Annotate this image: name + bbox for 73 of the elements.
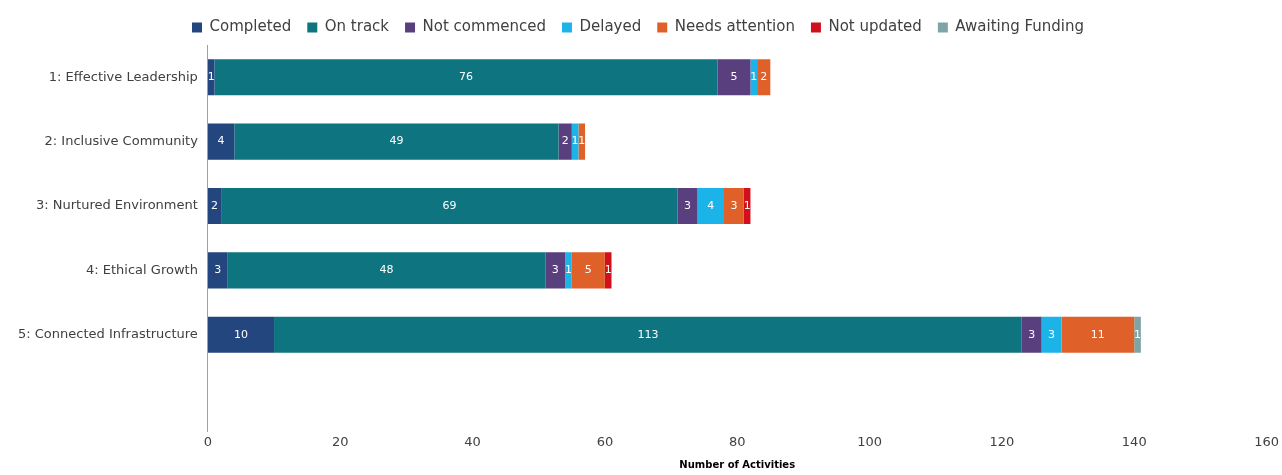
bar xyxy=(724,187,744,225)
bar xyxy=(207,252,228,289)
bar xyxy=(571,252,605,289)
data-label: 1 xyxy=(207,70,215,84)
bar xyxy=(234,123,559,160)
legend-label: Delayed xyxy=(579,17,642,36)
bar xyxy=(757,59,771,96)
legend-label: Awaiting Funding xyxy=(955,17,1085,36)
bar xyxy=(1134,316,1141,353)
bar xyxy=(545,252,566,289)
data-label: 69 xyxy=(442,198,457,212)
data-label: 2 xyxy=(760,70,768,84)
bar xyxy=(207,187,222,225)
data-label: 49 xyxy=(389,134,404,148)
data-label: 5 xyxy=(730,70,738,84)
data-label: 4 xyxy=(707,198,715,212)
x-tick-label: 40 xyxy=(464,433,481,449)
bar xyxy=(717,59,751,96)
bar xyxy=(677,187,698,225)
data-label: 3 xyxy=(684,198,692,212)
bar xyxy=(214,59,718,96)
bar xyxy=(1021,316,1042,353)
y-tick-label: 5: Connected Infrastructure xyxy=(18,326,198,342)
data-label: 2 xyxy=(210,198,218,212)
y-tick-label: 4: Ethical Growth xyxy=(86,261,198,277)
bar xyxy=(274,316,1022,353)
x-axis-title: Number of Activities xyxy=(679,458,796,470)
x-tick-label: 100 xyxy=(857,433,882,449)
y-tick-label: 2: Inclusive Community xyxy=(44,132,199,148)
bar xyxy=(558,123,572,160)
bar xyxy=(207,123,235,160)
data-label: 3 xyxy=(730,198,738,212)
x-tick-label: 20 xyxy=(331,433,349,449)
bar xyxy=(207,316,275,353)
legend-label: Not commenced xyxy=(422,17,546,36)
data-label: 1 xyxy=(750,70,758,84)
data-label: 113 xyxy=(637,327,659,341)
data-label: 76 xyxy=(458,70,473,84)
y-tick-label: 1: Effective Leadership xyxy=(48,68,198,84)
bar xyxy=(565,252,572,289)
x-tick-label: 140 xyxy=(1121,433,1147,449)
x-tick-label: 60 xyxy=(596,433,614,449)
bar xyxy=(750,59,758,96)
data-label: 5 xyxy=(584,263,592,277)
legend-label: Needs attention xyxy=(674,17,795,36)
legend-label: Completed xyxy=(209,17,292,36)
bar xyxy=(604,252,612,289)
x-tick-label: 0 xyxy=(203,433,213,449)
data-label: 3 xyxy=(551,263,559,277)
bar xyxy=(1041,316,1062,353)
data-label: 2 xyxy=(561,134,569,148)
data-label: 1 xyxy=(571,134,579,148)
data-label: 1 xyxy=(604,263,612,277)
x-tick-label: 160 xyxy=(1254,433,1280,449)
x-tick-label: 120 xyxy=(989,433,1015,449)
legend-label: Not updated xyxy=(828,17,922,36)
data-label: 3 xyxy=(214,263,222,277)
legend-label: On track xyxy=(324,17,390,36)
bar xyxy=(1061,316,1135,353)
bar xyxy=(227,252,546,289)
data-label: 10 xyxy=(233,327,248,341)
data-label: 3 xyxy=(1028,327,1036,341)
data-label: 1 xyxy=(1134,327,1142,341)
data-label: 1 xyxy=(565,263,572,277)
bar xyxy=(221,187,678,225)
y-tick-label: 3: Nurtured Environment xyxy=(35,197,198,213)
bar xyxy=(697,187,724,225)
data-label: 11 xyxy=(1090,327,1105,341)
x-tick-label: 80 xyxy=(728,433,746,449)
data-label: 48 xyxy=(379,263,394,277)
data-label: 4 xyxy=(217,134,225,148)
data-label: 1 xyxy=(743,198,751,212)
data-label: 3 xyxy=(1048,327,1056,341)
